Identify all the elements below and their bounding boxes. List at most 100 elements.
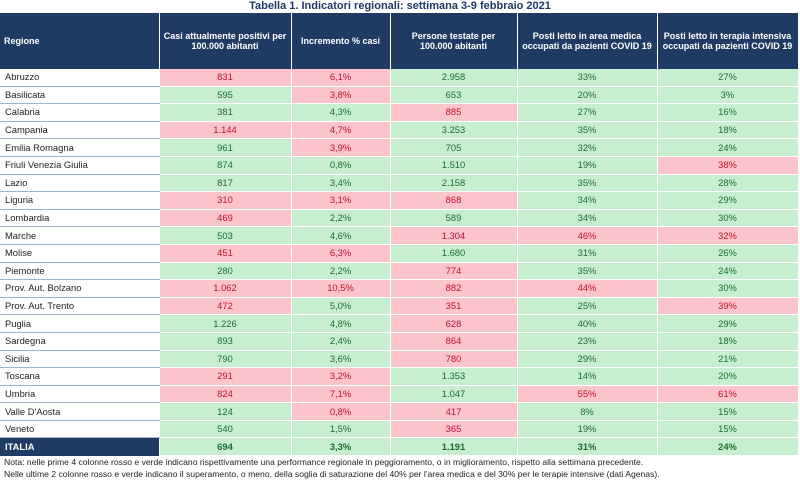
table-cell: 40% [517,314,658,333]
table-cell: 1.304 [390,226,518,245]
header-persone-testate: Persone testate per 100.000 abitanti [390,13,518,69]
table-row: Sicilia 790 3,6% 780 29% 21% [0,350,799,369]
table-cell: 14% [517,367,658,386]
region-name: Lazio [0,174,160,193]
table-cell: 1.353 [390,367,518,386]
header-casi-positivi: Casi attualmente positivi per 100.000 ab… [159,13,292,69]
table-cell: 351 [390,297,518,316]
regional-indicators-table: Regione Casi attualmente positivi per 10… [0,13,799,457]
table-cell: 817 [159,174,292,193]
table-row: Puglia 1.226 4,8% 628 40% 29% [0,314,799,333]
table-cell: 20% [517,86,658,105]
table-cell: 628 [390,314,518,333]
region-name: Calabria [0,103,160,122]
table-cell: 280 [159,262,292,281]
table-cell: 6,3% [291,244,391,263]
table-cell: 32% [517,138,658,157]
notes: Nota: nelle prime 4 colonne rosso e verd… [4,456,798,480]
table-cell: 381 [159,103,292,122]
table-row: Prov. Aut. Trento 472 5,0% 351 25% 39% [0,297,799,316]
region-name: Molise [0,244,160,263]
total-cell: 24% [657,437,799,457]
total-cell: 31% [517,437,658,457]
table-cell: 1.047 [390,385,518,404]
table-cell: 39% [657,297,799,316]
table-body: Abruzzo 831 6,1% 2.958 33% 27% Basilicata 595 3,… [0,69,799,457]
table-cell: 790 [159,350,292,369]
table-cell: 15% [657,402,799,421]
total-cell: 694 [159,437,292,457]
table-cell: 893 [159,332,292,351]
table-cell: 705 [390,138,518,157]
table-cell: 365 [390,420,518,439]
note-line-2: Nelle ultime 2 colonne rosso e verde ind… [4,469,660,479]
table-cell: 28% [657,174,799,193]
region-name: Toscana [0,367,160,386]
table-cell: 35% [517,262,658,281]
region-name: Lombardia [0,209,160,228]
total-cell: 1.191 [390,437,518,457]
table-cell: 26% [657,244,799,263]
table-cell: 3,1% [291,191,391,210]
table-cell: 55% [517,385,658,404]
table-cell: 35% [517,121,658,140]
table-row: Prov. Aut. Bolzano 1.062 10,5% 882 44% 30% [0,279,799,298]
table-cell: 30% [657,209,799,228]
table-cell: 5,0% [291,297,391,316]
table-cell: 33% [517,69,658,87]
region-name: Puglia [0,314,160,333]
table-cell: 6,1% [291,69,391,87]
table-cell: 310 [159,191,292,210]
region-name: Valle D'Aosta [0,402,160,421]
table-cell: 19% [517,420,658,439]
table-cell: 1.226 [159,314,292,333]
header-row: Regione Casi attualmente positivi per 10… [0,13,799,69]
table-row: Piemonte 280 2,2% 774 35% 24% [0,262,799,281]
table-cell: 1.144 [159,121,292,140]
region-name: Umbria [0,385,160,404]
table-row: Abruzzo 831 6,1% 2.958 33% 27% [0,69,799,87]
table-cell: 20% [657,367,799,386]
table-cell: 961 [159,138,292,157]
table-cell: 30% [657,279,799,298]
table-cell: 874 [159,156,292,175]
table-cell: 451 [159,244,292,263]
table-cell: 540 [159,420,292,439]
table-row: Marche 503 4,6% 1.304 46% 32% [0,226,799,245]
region-name: Prov. Aut. Bolzano [0,279,160,298]
table-cell: 3% [657,86,799,105]
table-cell: 291 [159,367,292,386]
table-cell: 2.158 [390,174,518,193]
table-cell: 3,6% [291,350,391,369]
table-cell: 780 [390,350,518,369]
table-row: Campania 1.144 4,7% 3.253 35% 18% [0,121,799,140]
table-cell: 7,1% [291,385,391,404]
table-row: Liguria 310 3,1% 868 34% 29% [0,191,799,210]
table-cell: 29% [657,191,799,210]
table-cell: 38% [657,156,799,175]
table-cell: 15% [657,420,799,439]
table-row: Friuli Venezia Giulia 874 0,8% 1.510 19% 38% [0,156,799,175]
table-cell: 124 [159,402,292,421]
table-cell: 774 [390,262,518,281]
table-cell: 35% [517,174,658,193]
table-cell: 24% [657,262,799,281]
table-cell: 0,8% [291,156,391,175]
table-cell: 1.510 [390,156,518,175]
header-area-medica: Posti letto in area medica occupati da p… [517,13,658,69]
region-name: Campania [0,121,160,140]
table-cell: 44% [517,279,658,298]
table-cell: 653 [390,86,518,105]
table-cell: 2,4% [291,332,391,351]
table-cell: 4,3% [291,103,391,122]
table-row: Basilicata 595 3,8% 653 20% 3% [0,86,799,105]
table-cell: 4,7% [291,121,391,140]
table-cell: 21% [657,350,799,369]
table-cell: 2,2% [291,262,391,281]
table-cell: 469 [159,209,292,228]
table-cell: 25% [517,297,658,316]
table-cell: 1.062 [159,279,292,298]
region-name: Sardegna [0,332,160,351]
table-cell: 589 [390,209,518,228]
table-row: Valle D'Aosta 124 0,8% 417 8% 15% [0,402,799,421]
